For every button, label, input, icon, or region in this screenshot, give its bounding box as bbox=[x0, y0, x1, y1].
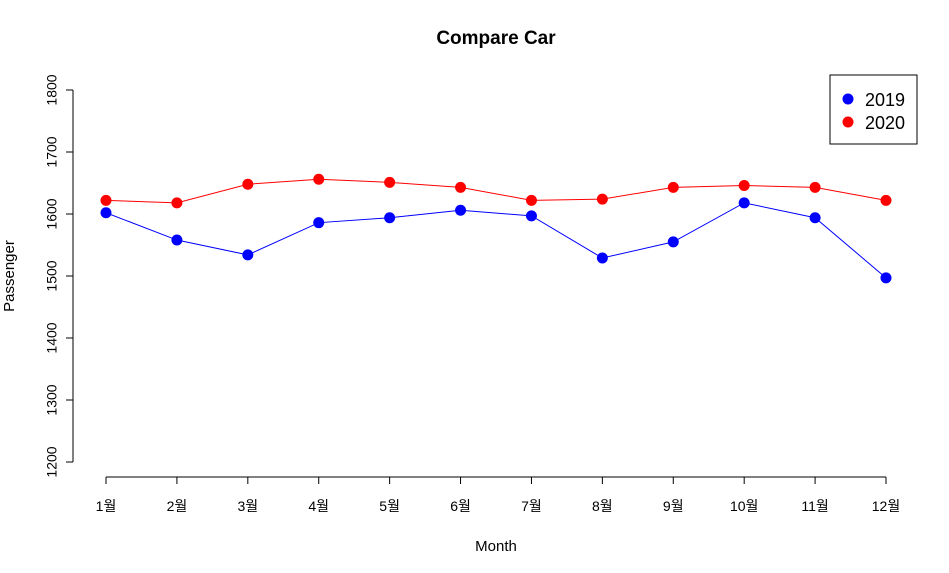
data-point-2020 bbox=[596, 193, 608, 205]
data-point-2020 bbox=[455, 181, 467, 193]
x-tick-label: 9월 bbox=[663, 498, 684, 514]
data-point-2020 bbox=[171, 197, 183, 209]
data-point-2020 bbox=[313, 173, 325, 185]
data-point-2019 bbox=[313, 217, 325, 229]
y-tick-label: 1400 bbox=[44, 322, 60, 353]
y-tick-label: 1300 bbox=[44, 384, 60, 415]
x-tick-label: 10월 bbox=[730, 498, 758, 514]
x-tick-label: 2월 bbox=[167, 498, 188, 514]
x-axis: 1월 2월 3월 4월 5월 6월 7월 8월 9월 10월 11월 12월 bbox=[96, 476, 900, 514]
data-point-2019 bbox=[100, 207, 112, 219]
data-point-2019 bbox=[171, 234, 183, 246]
series-2019 bbox=[100, 197, 892, 284]
data-point-2019 bbox=[596, 252, 608, 264]
series-2020 bbox=[100, 173, 892, 209]
y-tick-label: 1700 bbox=[44, 136, 60, 167]
data-point-2020 bbox=[738, 179, 750, 191]
legend-label-2020: 2020 bbox=[865, 113, 905, 133]
data-point-2019 bbox=[738, 197, 750, 209]
x-tick-label: 3월 bbox=[237, 498, 258, 514]
legend-marker-2019 bbox=[842, 93, 854, 105]
x-tick-label: 1월 bbox=[96, 498, 117, 514]
x-tick-label: 4월 bbox=[308, 498, 329, 514]
x-tick-label: 6월 bbox=[450, 498, 471, 514]
series-line-2020 bbox=[105, 178, 887, 204]
y-tick-label: 1800 bbox=[44, 74, 60, 105]
data-point-2019 bbox=[384, 212, 396, 224]
data-point-2020 bbox=[667, 181, 679, 193]
data-point-2020 bbox=[809, 181, 821, 193]
data-point-2020 bbox=[880, 194, 892, 206]
data-point-2020 bbox=[242, 178, 254, 190]
data-point-2020 bbox=[100, 194, 112, 206]
x-tick-label: 12월 bbox=[872, 498, 900, 514]
series-line-2019 bbox=[105, 202, 887, 279]
legend-box bbox=[829, 74, 918, 145]
x-tick-label: 11월 bbox=[801, 498, 828, 514]
legend-marker-2020 bbox=[842, 116, 854, 128]
data-point-2019 bbox=[242, 249, 254, 261]
legend: 2019 2020 bbox=[829, 74, 918, 145]
y-tick-label: 1200 bbox=[44, 446, 60, 477]
y-axis-label: Passenger bbox=[1, 240, 18, 312]
data-point-2020 bbox=[525, 194, 537, 206]
x-tick-label: 7월 bbox=[521, 498, 542, 514]
data-point-2019 bbox=[667, 236, 679, 248]
y-tick-label: 1500 bbox=[44, 260, 60, 291]
legend-label-2019: 2019 bbox=[865, 90, 905, 110]
chart-title: Compare Car bbox=[436, 28, 556, 49]
x-axis-label: Month bbox=[475, 538, 517, 555]
x-tick-label: 5월 bbox=[379, 498, 400, 514]
data-point-2019 bbox=[525, 210, 537, 222]
data-point-2019 bbox=[455, 204, 467, 216]
data-point-2019 bbox=[880, 272, 892, 284]
data-point-2020 bbox=[384, 176, 396, 188]
series-layer bbox=[100, 173, 892, 284]
data-point-2019 bbox=[809, 212, 821, 224]
y-tick-label: 1600 bbox=[44, 198, 60, 229]
y-axis: 1200 1300 1400 1500 1600 1700 1800 bbox=[44, 74, 74, 478]
x-tick-label: 8월 bbox=[592, 498, 613, 514]
